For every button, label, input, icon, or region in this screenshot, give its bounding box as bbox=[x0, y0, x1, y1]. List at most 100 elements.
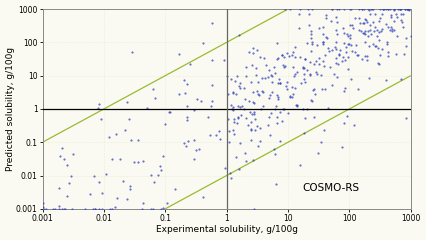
Point bbox=[230, 91, 236, 95]
Point bbox=[208, 58, 215, 62]
Point bbox=[247, 110, 253, 114]
Point bbox=[320, 40, 326, 44]
Point bbox=[397, 77, 404, 81]
Point bbox=[334, 32, 340, 36]
Point bbox=[303, 107, 310, 111]
Point bbox=[233, 92, 240, 96]
Point bbox=[384, 50, 391, 54]
Point bbox=[316, 26, 322, 30]
Point bbox=[262, 63, 269, 67]
Point bbox=[377, 29, 384, 32]
Point bbox=[268, 111, 274, 114]
Point bbox=[383, 40, 390, 43]
Point bbox=[252, 118, 259, 121]
Point bbox=[327, 19, 334, 23]
Point bbox=[344, 42, 351, 46]
Point bbox=[248, 127, 254, 131]
Point bbox=[314, 43, 320, 47]
Point bbox=[280, 55, 287, 59]
Point bbox=[275, 77, 282, 81]
Point bbox=[265, 76, 271, 79]
Point bbox=[354, 53, 361, 57]
Point bbox=[166, 110, 173, 114]
Point bbox=[285, 54, 292, 58]
Point bbox=[67, 174, 74, 178]
Point bbox=[379, 7, 386, 11]
Point bbox=[208, 104, 215, 108]
Point bbox=[184, 115, 190, 119]
Point bbox=[199, 41, 206, 45]
Point bbox=[314, 72, 320, 76]
Point bbox=[225, 140, 232, 144]
Point bbox=[398, 7, 405, 11]
Point bbox=[368, 7, 374, 11]
Point bbox=[301, 131, 308, 135]
Point bbox=[347, 36, 354, 40]
Point bbox=[176, 52, 182, 56]
Point bbox=[276, 111, 283, 114]
Point bbox=[273, 182, 280, 186]
Point bbox=[138, 207, 145, 211]
Point bbox=[292, 72, 299, 76]
Point bbox=[351, 51, 358, 54]
Point bbox=[339, 145, 345, 149]
Point bbox=[357, 21, 363, 25]
Point bbox=[256, 126, 263, 130]
Point bbox=[337, 48, 343, 52]
Point bbox=[95, 207, 102, 211]
Point bbox=[366, 12, 373, 16]
Point bbox=[231, 79, 238, 83]
Point bbox=[304, 68, 311, 72]
Point bbox=[347, 33, 354, 37]
Point bbox=[362, 29, 369, 33]
Point bbox=[184, 139, 191, 143]
Point bbox=[324, 46, 331, 49]
Point bbox=[216, 137, 223, 141]
Point bbox=[56, 207, 63, 211]
Point bbox=[399, 12, 406, 16]
Point bbox=[59, 146, 66, 150]
Point bbox=[348, 7, 355, 11]
Point bbox=[318, 73, 325, 77]
Point bbox=[207, 133, 214, 137]
Point bbox=[231, 132, 238, 136]
Point bbox=[356, 16, 363, 20]
Point bbox=[228, 77, 235, 81]
Point bbox=[282, 7, 288, 11]
Point bbox=[199, 196, 206, 199]
Point bbox=[271, 108, 278, 111]
Point bbox=[190, 157, 197, 161]
Point bbox=[367, 32, 374, 36]
Point bbox=[248, 128, 254, 132]
Point bbox=[180, 78, 187, 82]
Point bbox=[158, 168, 165, 172]
Point bbox=[159, 206, 166, 210]
Point bbox=[242, 151, 249, 155]
Y-axis label: Predicted solubility, g/100g: Predicted solubility, g/100g bbox=[6, 47, 14, 171]
Point bbox=[248, 120, 254, 123]
Point bbox=[322, 16, 329, 19]
Point bbox=[176, 92, 182, 96]
Point bbox=[377, 54, 383, 57]
Point bbox=[341, 90, 348, 93]
Point bbox=[405, 7, 412, 11]
Point bbox=[405, 7, 412, 11]
Point bbox=[336, 53, 343, 57]
Point bbox=[242, 116, 249, 120]
Point bbox=[274, 81, 281, 85]
Point bbox=[225, 118, 232, 121]
Point bbox=[271, 147, 278, 151]
Point bbox=[334, 62, 341, 66]
Point bbox=[227, 171, 233, 175]
Point bbox=[354, 53, 361, 57]
Point bbox=[287, 94, 294, 98]
Point bbox=[235, 115, 242, 119]
Point bbox=[127, 184, 133, 188]
Point bbox=[276, 81, 283, 84]
Point bbox=[326, 49, 333, 53]
Point bbox=[276, 139, 283, 143]
Point bbox=[335, 52, 342, 56]
Point bbox=[290, 92, 296, 96]
Point bbox=[340, 41, 347, 45]
Point bbox=[388, 28, 395, 31]
